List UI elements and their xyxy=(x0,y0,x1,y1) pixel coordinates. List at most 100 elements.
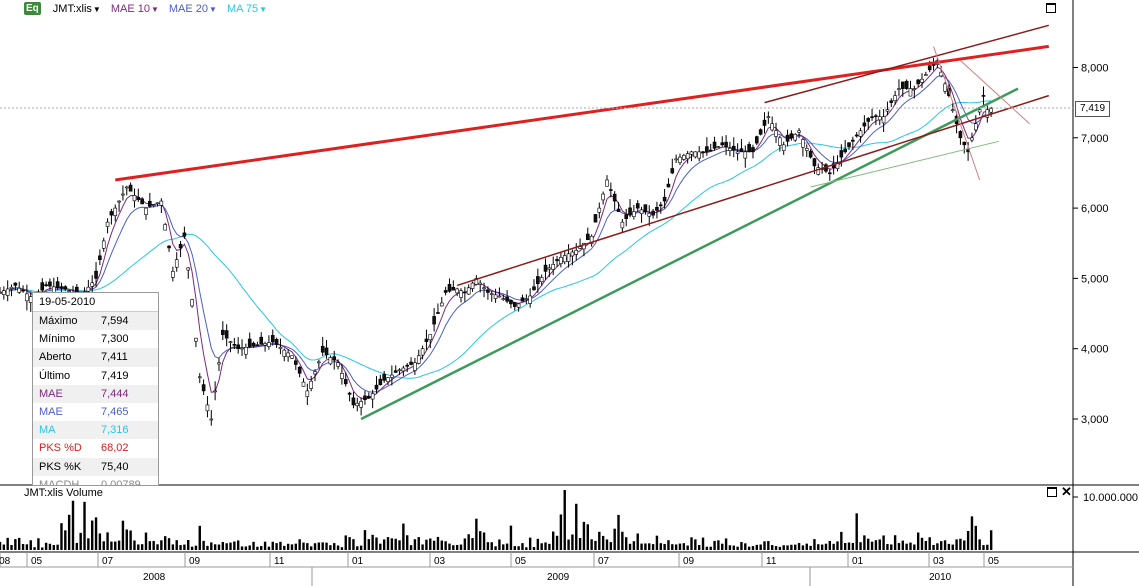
trendline xyxy=(810,140,999,188)
candle-body xyxy=(851,139,855,142)
candle-body xyxy=(428,334,433,341)
info-row: MAE 7,465 xyxy=(33,403,158,421)
volume-bar xyxy=(601,535,605,550)
volume-bar xyxy=(156,544,159,550)
volume-bar xyxy=(348,537,351,550)
volume-bar xyxy=(989,530,993,550)
volume-bar xyxy=(290,544,294,550)
volume-bar xyxy=(417,537,420,550)
candle-body xyxy=(144,207,148,215)
app-logo: Eq xyxy=(24,2,41,15)
volume-bar xyxy=(160,540,163,550)
y-tick-label: 3,000 xyxy=(1081,414,1109,426)
volume-bar xyxy=(294,543,298,550)
volume-bar xyxy=(648,543,651,550)
indicator-mae20[interactable]: MAE 20▼ xyxy=(168,2,217,15)
candle-body xyxy=(509,300,513,305)
candle-body xyxy=(205,404,210,412)
volume-bar xyxy=(367,539,371,550)
volume-bar xyxy=(690,537,693,550)
volume-bar xyxy=(886,544,889,550)
volume-bar xyxy=(640,543,643,550)
candle-body xyxy=(140,198,144,205)
volume-bar xyxy=(540,543,543,550)
candle-body xyxy=(866,118,871,122)
candle-body xyxy=(294,360,298,365)
volume-bar xyxy=(893,535,897,550)
volume-bar xyxy=(198,525,201,550)
volume-bar xyxy=(440,540,443,550)
volume-bar xyxy=(467,534,470,550)
candle-body xyxy=(247,338,252,347)
volume-bar xyxy=(183,544,186,550)
candle-body xyxy=(981,95,986,97)
candle-body xyxy=(528,295,532,304)
candle-body xyxy=(397,369,402,372)
volume-bar xyxy=(859,542,862,550)
candle-body xyxy=(559,257,563,264)
volume-bar xyxy=(64,530,67,550)
volume-bar xyxy=(724,538,728,550)
volume-bar xyxy=(448,543,451,550)
maximize-volume-panel-icon[interactable] xyxy=(1047,487,1057,497)
candle-body xyxy=(451,287,456,291)
dropdown-arrow-icon: ▼ xyxy=(209,4,217,14)
volume-bar xyxy=(436,536,440,550)
candle-body xyxy=(370,393,375,400)
candle-body xyxy=(828,172,832,175)
volume-bar xyxy=(782,545,785,550)
info-row-label: Máximo xyxy=(39,315,78,327)
volume-bar xyxy=(940,541,943,550)
volume-bar xyxy=(963,540,966,550)
candle-body xyxy=(693,151,698,158)
volume-bar xyxy=(91,520,94,550)
candle-body xyxy=(436,312,440,314)
volume-bar xyxy=(171,544,175,550)
candle-body xyxy=(301,381,306,387)
trendline xyxy=(360,87,1019,421)
volume-bar xyxy=(202,540,205,550)
volume-bar xyxy=(25,544,29,550)
candle-body xyxy=(635,203,640,209)
info-row-value: 68,02 xyxy=(101,442,129,455)
candle-body xyxy=(109,211,114,216)
volume-bar xyxy=(87,538,90,550)
maximize-price-panel-icon[interactable] xyxy=(1046,3,1056,13)
volume-bar xyxy=(455,544,459,550)
candle-body xyxy=(678,156,682,163)
candle-body xyxy=(48,281,52,287)
volume-bar xyxy=(794,544,797,550)
month-tick-label: 07 xyxy=(598,556,610,567)
y-tick-label: 4,000 xyxy=(1081,344,1109,356)
volume-bars xyxy=(0,490,993,550)
info-row-label: MACDH xyxy=(39,478,80,486)
info-row-value: 7,465 xyxy=(101,405,129,418)
volume-bar xyxy=(986,544,989,550)
volume-bar xyxy=(674,544,678,550)
candle-body xyxy=(347,392,352,395)
candle-body xyxy=(232,344,237,346)
candle-body xyxy=(171,271,175,278)
candle-body xyxy=(612,193,617,202)
candle-body xyxy=(5,288,10,296)
month-tick-label: 03 xyxy=(933,556,945,567)
close-volume-panel-icon[interactable]: ✕ xyxy=(1061,484,1072,499)
candle-body xyxy=(478,282,483,285)
volume-bar xyxy=(586,524,589,550)
candle-body xyxy=(155,202,160,205)
candle-body xyxy=(105,221,110,227)
volume-bar xyxy=(828,540,832,550)
volume-bar xyxy=(6,537,9,550)
indicator-ma75[interactable]: MA 75▼ xyxy=(226,2,268,15)
volume-bar xyxy=(406,535,409,550)
volume-bar xyxy=(513,546,516,550)
indicator-mae10[interactable]: MAE 10▼ xyxy=(110,2,159,15)
symbol-selector[interactable]: JMT:xlis▼ xyxy=(52,2,101,15)
candle-body xyxy=(0,292,2,294)
volume-bar xyxy=(532,547,536,550)
candle-body xyxy=(927,65,932,71)
volume-bar xyxy=(705,546,709,550)
info-row-label: PKS %D xyxy=(39,442,82,455)
volume-bar xyxy=(452,545,455,550)
